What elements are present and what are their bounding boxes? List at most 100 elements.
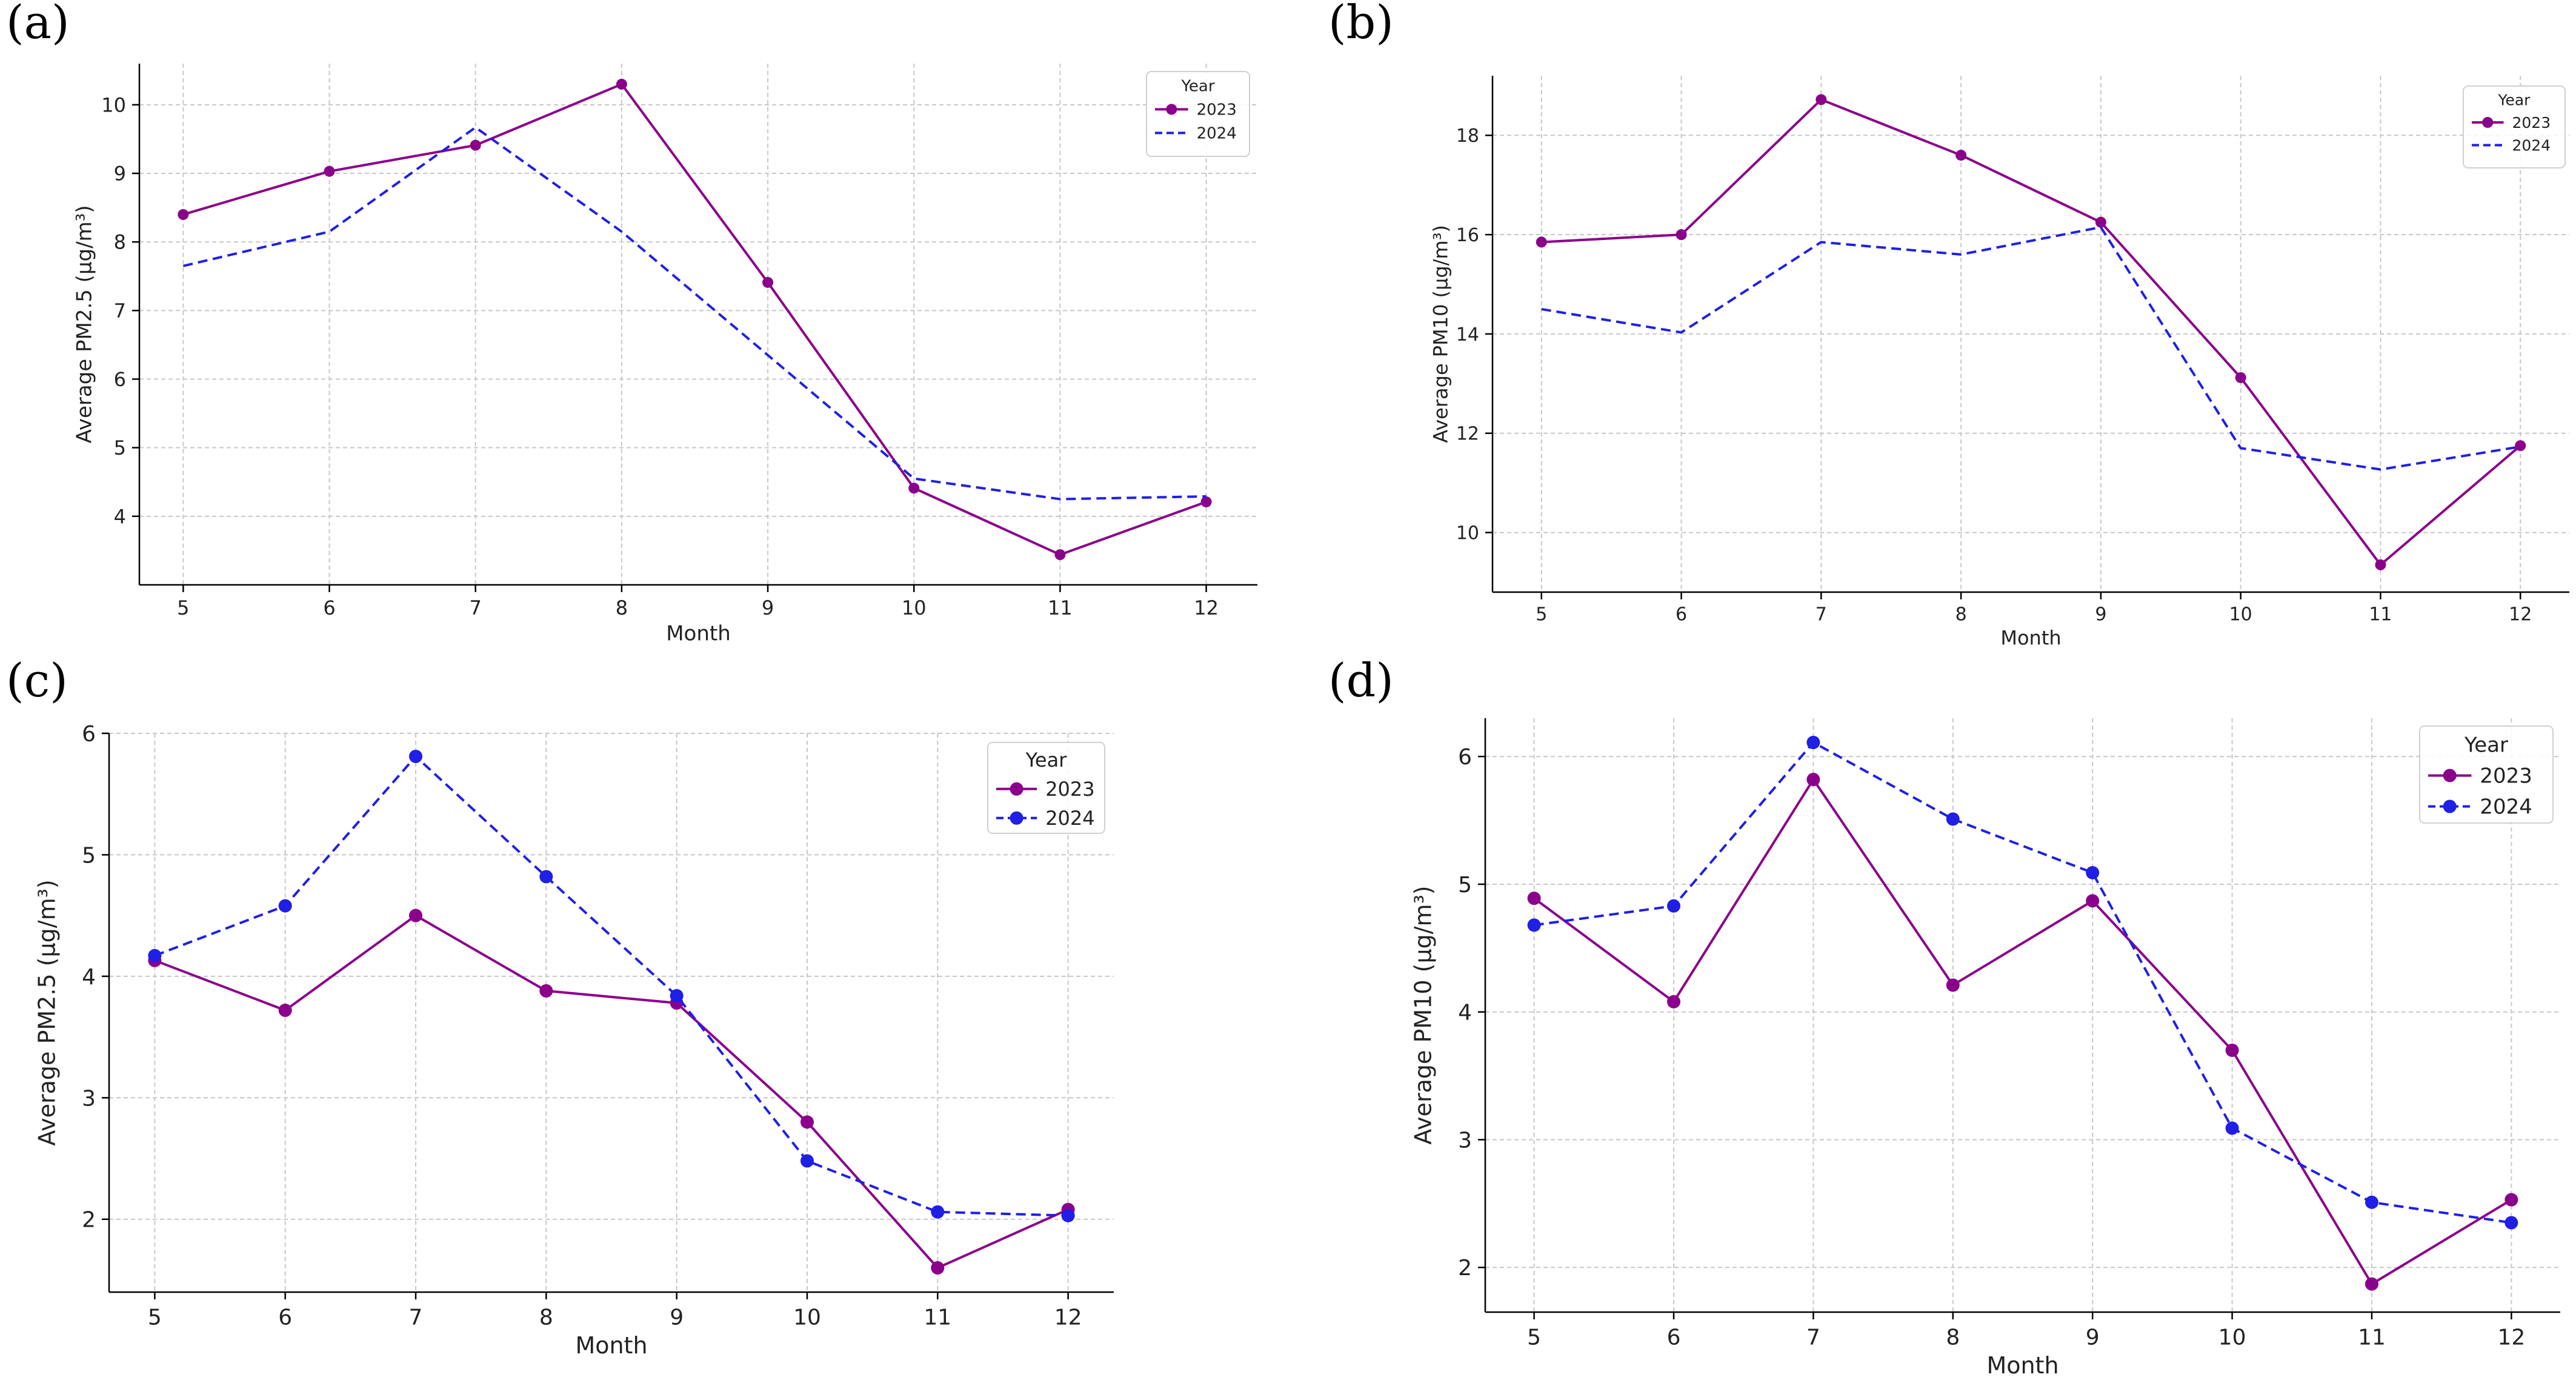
chart-a-x-tick-label: 11 <box>1048 596 1073 619</box>
chart-a-series-2023-point <box>616 78 627 90</box>
chart-c-x-tick-label: 11 <box>924 1305 951 1330</box>
chart-c-x-tick-label: 12 <box>1054 1305 1082 1330</box>
chart-a-x-tick-label: 6 <box>323 596 335 619</box>
chart-c-x-axis-label: Month <box>575 1332 647 1359</box>
chart-b-series-2023-point <box>1676 229 1687 241</box>
chart-b-x-tick-label: 12 <box>2509 604 2532 625</box>
chart-a-series-2023-point <box>908 482 920 494</box>
chart-b-series-2023-point <box>1536 236 1547 248</box>
chart-a-series-2023-point <box>324 165 335 177</box>
chart-d-legend-entry-2024: 2024 <box>2480 795 2532 819</box>
chart-a-y-tick-label: 8 <box>114 231 126 254</box>
chart-c-y-tick-label: 5 <box>82 843 96 868</box>
chart-b-x-tick-label: 6 <box>1676 604 1687 625</box>
chart-d-series-2023-line <box>1533 778 2512 1285</box>
chart-c-series-2024-line <box>154 755 1068 1217</box>
chart-a-y-tick-label: 5 <box>114 436 126 459</box>
chart-d-y-tick-label: 3 <box>1458 1128 1472 1153</box>
chart-d-series-2024-point <box>1527 918 1541 932</box>
chart-a-x-tick-label: 9 <box>762 596 774 619</box>
chart-b-series-2024-line <box>1541 225 2521 471</box>
chart-c-y-tick-label: 2 <box>82 1208 96 1233</box>
chart-d-legend-box <box>2419 725 2554 824</box>
chart-d-y-tick-label: 4 <box>1458 1001 1472 1025</box>
chart-d-y-tick-label: 2 <box>1458 1256 1472 1281</box>
chart-b-series-2023-point <box>1816 94 1827 105</box>
chart-b-y-tick-label: 16 <box>1456 225 1479 246</box>
chart-a-legend-entry-2023: 2023 <box>1197 101 1237 119</box>
chart-b-series-2023-point <box>2515 440 2526 452</box>
chart-b-y-tick-label: 12 <box>1456 424 1479 445</box>
chart-c-x-tick-label: 6 <box>278 1305 292 1330</box>
chart-d-y-axis-label: Average PM10 (µg/m³) <box>1410 885 1437 1144</box>
chart-a-series-2023-point <box>1054 549 1066 561</box>
chart-c-x-tick-label: 5 <box>148 1305 162 1330</box>
chart-b: 5 6 7 8 9 10 11 12 10 12 14 16 18 Month Average PM10 (… <box>1429 76 2569 650</box>
chart-b-legend-title: Year <box>2498 91 2531 108</box>
chart-b-series-2023-point <box>2375 559 2386 570</box>
chart-a-legend-box <box>1146 71 1250 157</box>
chart-d-legend-title: Year <box>2464 733 2508 758</box>
chart-d: 5 6 7 8 9 10 11 12 2 3 4 5 6 Month Average PM10 (µg/m³… <box>1410 718 2560 1379</box>
chart-b-y-tick-label: 14 <box>1456 324 1479 345</box>
chart-d-series-2023-point <box>2504 1193 2518 1207</box>
chart-b-legend-box <box>2463 85 2566 168</box>
chart-a-x-tick-label: 8 <box>616 596 628 619</box>
chart-c-series-2023-point <box>800 1115 814 1129</box>
chart-d-x-tick-label: 8 <box>1946 1325 1960 1350</box>
chart-a-x-axis-label: Month <box>666 621 731 645</box>
chart-a-y-tick-label: 4 <box>114 505 126 528</box>
panel-label-d: (d) <box>1328 653 1394 707</box>
chart-c-x-tick-label: 10 <box>793 1305 821 1330</box>
chart-b-series-2023-point <box>2235 372 2246 384</box>
chart-a-series-2023-point <box>178 208 189 220</box>
chart-b-series-2023-point <box>1955 150 1967 161</box>
chart-d-x-tick-label: 11 <box>2358 1325 2386 1350</box>
chart-c-series-2023-point <box>931 1261 945 1275</box>
chart-a-y-tick-label: 9 <box>114 162 126 185</box>
chart-b-series-2023-point <box>2095 216 2106 228</box>
chart-b-legend-entry-2023: 2023 <box>2512 114 2551 132</box>
chart-b-x-tick-label: 8 <box>1955 604 1967 625</box>
chart-c-series-2024-point <box>1061 1208 1075 1222</box>
chart-c-y-axis-label: Average PM2.5 (µg/m³) <box>34 879 61 1145</box>
chart-d-legend-entry-2023: 2023 <box>2480 764 2532 788</box>
chart-c-y-tick-label: 6 <box>82 722 96 747</box>
chart-c-legend-box <box>987 742 1105 834</box>
chart-d-x-tick-label: 7 <box>1806 1325 1820 1350</box>
chart-b-legend-entry-2024: 2024 <box>2512 136 2551 154</box>
chart-d-x-tick-label: 12 <box>2497 1325 2525 1350</box>
chart-d-series-2023-point <box>1527 892 1541 905</box>
chart-a-series-2023-point <box>762 276 774 288</box>
chart-c-x-tick-label: 9 <box>670 1305 684 1330</box>
chart-c-series-2024-point <box>278 899 292 913</box>
chart-d-series-2024-point <box>1667 899 1681 913</box>
chart-b-y-tick-label: 18 <box>1456 125 1479 147</box>
chart-d-x-tick-label: 6 <box>1667 1325 1681 1350</box>
chart-c-series-2023-line <box>154 914 1069 1269</box>
chart-b-x-tick-label: 5 <box>1536 604 1547 625</box>
chart-a-legend-entry-2024: 2024 <box>1197 125 1237 143</box>
chart-c-series-2023-point <box>539 984 553 998</box>
chart-a-series-2023-line <box>182 82 1207 556</box>
chart-a-x-tick-label: 10 <box>902 596 927 619</box>
chart-d-x-tick-label: 10 <box>2218 1325 2246 1350</box>
chart-b-series-2023-line <box>1541 98 2521 566</box>
chart-c-y-tick-label: 3 <box>82 1086 96 1111</box>
chart-d-series-2024-point <box>1806 736 1820 750</box>
chart-b-legend-marker-2023 <box>2482 117 2494 128</box>
chart-d-x-tick-label: 9 <box>2086 1325 2100 1350</box>
chart-a-y-tick-label: 7 <box>114 299 126 322</box>
chart-a-x-tick-label: 12 <box>1194 596 1219 619</box>
chart-c-series-2024-point <box>148 948 162 962</box>
chart-c-series-2024-point <box>931 1205 945 1219</box>
chart-d-series-2023-point <box>2086 894 2100 908</box>
chart-a-y-tick-label: 10 <box>101 93 126 116</box>
panel-label-c: (c) <box>6 653 68 707</box>
chart-a-legend-title: Year <box>1180 78 1214 96</box>
chart-d-series-2023-point <box>2365 1277 2378 1291</box>
chart-d-y-tick-label: 6 <box>1458 745 1472 770</box>
chart-a: 5 6 7 8 9 10 11 12 4 5 6 7 8 9 10 Month Average PM2.5 (µ… <box>73 64 1257 645</box>
chart-d-series-2023-point <box>2225 1043 2239 1057</box>
chart-b-x-tick-label: 7 <box>1816 604 1827 625</box>
